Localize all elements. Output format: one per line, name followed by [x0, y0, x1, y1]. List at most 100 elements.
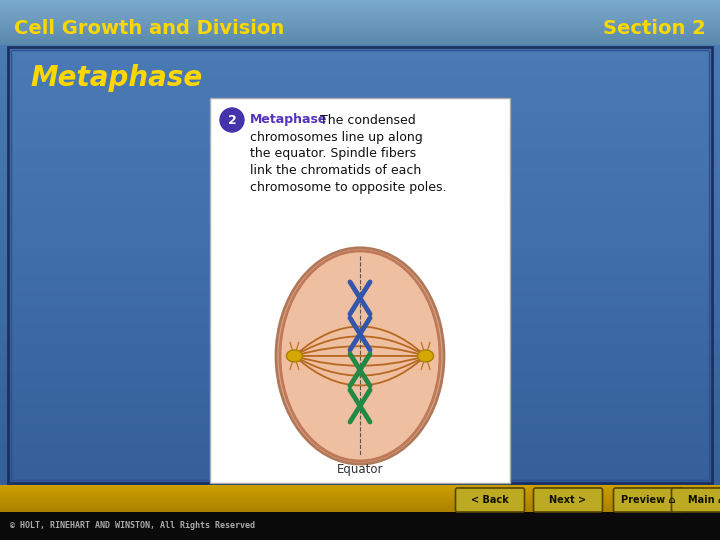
Bar: [0, 426, 720, 427]
Bar: [0, 383, 720, 384]
Bar: [0, 299, 720, 300]
Bar: [0, 241, 720, 242]
Bar: [0, 245, 720, 246]
Bar: [0, 422, 720, 423]
Bar: [0, 362, 720, 363]
Bar: [0, 33, 720, 34]
Bar: [0, 201, 720, 202]
Ellipse shape: [287, 350, 302, 362]
Bar: [0, 259, 720, 260]
Bar: [0, 79, 720, 80]
Bar: [0, 289, 720, 290]
Text: © HOLT, RINEHART AND WINSTON, All Rights Reserved: © HOLT, RINEHART AND WINSTON, All Rights…: [10, 522, 255, 530]
Bar: [0, 217, 720, 218]
Bar: [0, 414, 720, 415]
Bar: [0, 123, 720, 124]
Text: Preview ⌂: Preview ⌂: [621, 495, 675, 505]
Bar: [0, 445, 720, 446]
Bar: [0, 14, 720, 15]
Bar: [0, 408, 720, 409]
Bar: [0, 221, 720, 222]
Bar: [0, 16, 720, 17]
Bar: [0, 186, 720, 187]
Bar: [0, 191, 720, 192]
Bar: [0, 273, 720, 274]
Bar: [0, 242, 720, 243]
Bar: [0, 492, 720, 493]
Bar: [0, 42, 720, 43]
Bar: [0, 92, 720, 93]
Bar: [0, 72, 720, 73]
Bar: [0, 320, 720, 321]
Bar: [0, 102, 720, 103]
Bar: [0, 286, 720, 287]
Bar: [0, 163, 720, 164]
Bar: [0, 415, 720, 416]
Bar: [0, 275, 720, 276]
Bar: [0, 135, 720, 136]
Bar: [0, 284, 720, 285]
Bar: [0, 316, 720, 317]
Bar: [0, 498, 720, 499]
Bar: [0, 321, 720, 322]
Bar: [0, 155, 720, 156]
Bar: [0, 168, 720, 169]
Bar: [0, 154, 720, 155]
Bar: [0, 147, 720, 148]
Bar: [0, 430, 720, 431]
Bar: [0, 389, 720, 390]
Bar: [0, 298, 720, 299]
Bar: [0, 477, 720, 478]
Bar: [0, 256, 720, 257]
Bar: [0, 476, 720, 477]
Bar: [0, 189, 720, 190]
Bar: [0, 371, 720, 372]
Bar: [0, 246, 720, 247]
Bar: [0, 30, 720, 31]
Bar: [0, 94, 720, 95]
Bar: [0, 506, 720, 507]
Bar: [0, 508, 720, 509]
Bar: [0, 342, 720, 343]
Bar: [0, 152, 720, 153]
Bar: [0, 257, 720, 258]
Bar: [0, 296, 720, 297]
Bar: [0, 106, 720, 107]
Bar: [0, 512, 720, 540]
Bar: [0, 365, 720, 366]
Bar: [0, 198, 720, 199]
Bar: [0, 487, 720, 488]
Bar: [0, 327, 720, 328]
Bar: [0, 439, 720, 440]
Bar: [0, 200, 720, 201]
Bar: [0, 261, 720, 262]
Bar: [0, 243, 720, 244]
Bar: [0, 78, 720, 79]
Bar: [0, 304, 720, 305]
Bar: [0, 479, 720, 480]
Bar: [0, 49, 720, 50]
Bar: [0, 325, 720, 326]
Text: link the chromatids of each: link the chromatids of each: [250, 165, 421, 178]
Bar: [0, 207, 720, 208]
Bar: [0, 360, 720, 361]
Bar: [0, 505, 720, 506]
Bar: [0, 251, 720, 252]
Bar: [0, 441, 720, 442]
Bar: [0, 231, 720, 232]
Bar: [0, 196, 720, 197]
Bar: [0, 160, 720, 161]
Bar: [0, 457, 720, 458]
Bar: [0, 8, 720, 9]
Bar: [0, 306, 720, 307]
Bar: [0, 343, 720, 344]
Bar: [0, 141, 720, 142]
Bar: [0, 192, 720, 193]
Bar: [0, 187, 720, 188]
Bar: [0, 337, 720, 338]
Bar: [0, 171, 720, 172]
Bar: [0, 331, 720, 332]
Bar: [0, 438, 720, 439]
Bar: [0, 452, 720, 453]
Bar: [0, 322, 720, 323]
